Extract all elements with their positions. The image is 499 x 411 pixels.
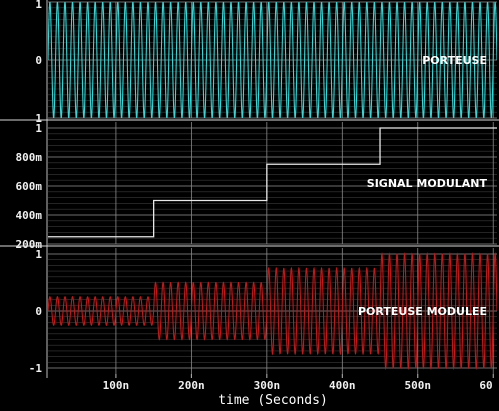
y-tick-label: 800m bbox=[16, 151, 43, 164]
modulated-carrier-panel: 1 0 -1 PORTEUSE MODULEE bbox=[29, 248, 497, 375]
y-tick-label: 1 bbox=[35, 112, 42, 125]
x-tick-label: 300n bbox=[254, 379, 281, 392]
x-axis-title: time (Seconds) bbox=[218, 393, 328, 408]
carrier-trace bbox=[48, 2, 497, 118]
modulated-label: PORTEUSE MODULEE bbox=[358, 305, 487, 318]
y-tick-label: 400m bbox=[16, 209, 43, 222]
y-tick-label: 1 bbox=[35, 248, 42, 261]
modulating-signal-panel: 1 800m 600m 400m 200m SIGNAL MODULANT bbox=[16, 122, 497, 251]
x-tick-label: 200n bbox=[178, 379, 205, 392]
x-tick-label: 60 bbox=[479, 379, 492, 392]
y-tick-label: -1 bbox=[29, 362, 43, 375]
x-tick-label: 100n bbox=[103, 379, 130, 392]
y-tick-label: 1 bbox=[35, 122, 42, 135]
x-tick-label: 400n bbox=[329, 379, 356, 392]
x-tick-label: 500n bbox=[405, 379, 432, 392]
time-axis: 100n 200n 300n 400n 500n 60 bbox=[103, 374, 494, 392]
y-tick-label: 0 bbox=[35, 54, 42, 67]
carrier-panel: 1 0 1 PORTEUSE bbox=[35, 0, 497, 125]
modulating-trace bbox=[48, 127, 497, 238]
carrier-label: PORTEUSE bbox=[422, 54, 487, 67]
modulated-trace bbox=[48, 251, 497, 371]
y-tick-label: 600m bbox=[16, 180, 43, 193]
y-tick-label: 0 bbox=[35, 305, 42, 318]
y-tick-label: 200m bbox=[16, 238, 43, 251]
y-tick-label: 1 bbox=[35, 0, 42, 11]
modulating-label: SIGNAL MODULANT bbox=[367, 177, 488, 190]
